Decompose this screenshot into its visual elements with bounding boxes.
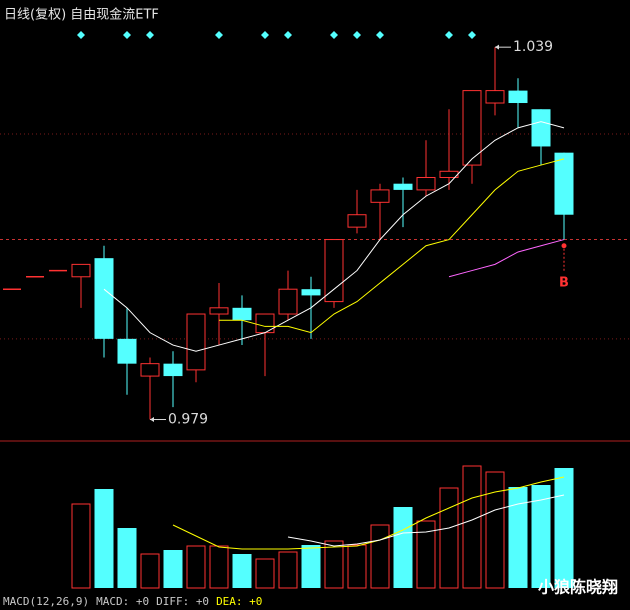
volume-bar — [163, 550, 183, 588]
candle-body — [393, 183, 413, 190]
candle-body — [347, 214, 367, 228]
volume-bar — [324, 540, 344, 589]
signal-diamond — [468, 31, 476, 39]
candle-body — [278, 288, 298, 315]
candle-body — [370, 189, 390, 203]
volume-bar — [94, 489, 114, 588]
volume-bar — [255, 558, 275, 589]
candle-body — [232, 307, 252, 321]
volume-bar — [554, 468, 574, 588]
annotation-arrowhead — [495, 44, 499, 50]
signal-diamond — [330, 31, 338, 39]
volume-bar — [416, 520, 436, 589]
signal-diamond — [445, 31, 453, 39]
volume-bar — [508, 487, 528, 588]
volume-average — [172, 476, 565, 550]
annotation-label: 0.979 — [168, 412, 208, 428]
volume-bar — [462, 465, 482, 589]
candle-body — [209, 307, 229, 315]
candle-body — [94, 258, 114, 339]
candle-body — [163, 363, 183, 377]
volume-bar — [301, 545, 321, 588]
signal-diamond — [77, 31, 85, 39]
volume-bar — [186, 545, 206, 589]
volume-average — [287, 494, 565, 547]
candle-body — [117, 338, 137, 364]
volume-bar — [393, 507, 413, 588]
marker-label: B — [559, 275, 569, 290]
moving-average — [103, 121, 565, 352]
candle-body — [71, 263, 91, 278]
volume-bar — [370, 524, 390, 589]
signal-diamond — [261, 31, 269, 39]
candle-body — [531, 109, 551, 147]
signal-diamond — [215, 31, 223, 39]
signal-diamond — [284, 31, 292, 39]
candle-body — [324, 239, 344, 303]
volume-bar — [117, 528, 137, 588]
watermark: 小狼陈晓翔 — [538, 578, 618, 597]
candle-body — [186, 313, 206, 371]
volume-bar — [232, 554, 252, 588]
signal-diamond — [353, 31, 361, 39]
volume-bar — [347, 544, 367, 589]
candle-body — [485, 90, 505, 104]
volume-bar — [439, 487, 459, 589]
moving-average — [448, 239, 565, 278]
candle-body — [508, 90, 528, 104]
volume-bar — [485, 471, 505, 589]
annotation-arrowhead — [150, 417, 154, 423]
candle-body — [416, 176, 436, 191]
moving-average — [219, 158, 565, 334]
footer-label: DEA: +0 — [216, 595, 262, 608]
candle-body — [255, 313, 275, 334]
marker-dot — [561, 243, 567, 249]
signal-diamond — [123, 31, 131, 39]
candle-body — [462, 90, 482, 166]
footer-label: MACD: +0 — [96, 595, 149, 608]
chart-title: 日线(复权) 自由现金流ETF — [4, 7, 159, 23]
candle-body — [301, 289, 321, 296]
footer-label: MACD(12,26,9) — [3, 595, 89, 608]
volume-bar — [278, 551, 298, 589]
candle-body — [140, 363, 160, 377]
footer-label: DIFF: +0 — [156, 595, 209, 608]
volume-bar — [209, 545, 229, 589]
volume-bar — [531, 485, 551, 588]
volume-bar — [71, 503, 91, 589]
annotation-label: 1.039 — [513, 39, 553, 55]
volume-bar — [140, 553, 160, 589]
signal-diamond — [376, 31, 384, 39]
candle-body — [554, 152, 574, 215]
signal-diamond — [146, 31, 154, 39]
